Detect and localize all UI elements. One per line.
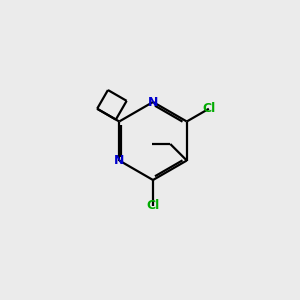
Text: Cl: Cl: [202, 102, 215, 115]
Text: N: N: [148, 95, 158, 109]
Text: N: N: [114, 154, 124, 167]
Text: Cl: Cl: [146, 199, 160, 212]
